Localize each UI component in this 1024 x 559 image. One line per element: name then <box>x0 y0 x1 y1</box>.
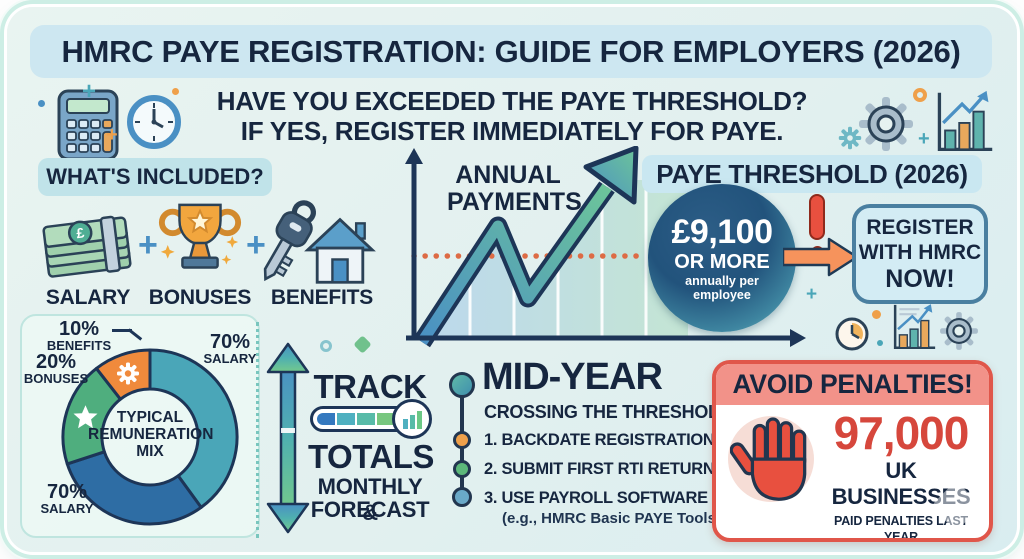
penalties-detail: PAID PENALTIES LAST YEAR <box>834 514 968 542</box>
subtitle-line2: IF YES, REGISTER IMMEDIATELY FOR PAYE. <box>240 116 784 146</box>
stop-hand-icon <box>730 417 807 501</box>
ring-decoration <box>913 88 927 102</box>
dot-decoration <box>877 340 883 346</box>
track-word: MONTHLY & <box>317 474 423 525</box>
plus-separator: + <box>138 226 158 264</box>
threshold-per-line2: employee <box>693 288 751 302</box>
plus-decoration: + <box>806 284 818 305</box>
key-icon <box>263 200 316 282</box>
dot-decoration <box>172 88 179 95</box>
included-item-label: SALARY <box>45 286 131 309</box>
house-icon <box>304 217 376 284</box>
timeline-node <box>449 372 475 398</box>
track-word: FORECAST <box>310 497 430 522</box>
subtitle: HAVE YOU EXCEEDED THE PAYE THRESHOLD? IF… <box>185 86 839 146</box>
bar-chart-icon <box>937 90 993 151</box>
midyear-note: (e.g., HMRC Basic PAYE Tools) <box>502 510 721 527</box>
small-bar-chart-icon <box>893 304 936 349</box>
subtitle-line1: HAVE YOU EXCEEDED THE PAYE THRESHOLD? <box>216 86 808 116</box>
plus-decoration: + <box>106 124 118 146</box>
ring-decoration <box>320 340 332 352</box>
mini-chart-badge <box>392 399 432 439</box>
plus-separator: + <box>246 226 266 264</box>
exclamation-icon <box>809 194 825 240</box>
callout-line <box>112 329 132 332</box>
timeline-node <box>452 487 472 507</box>
cta-line2: WITH HMRC <box>858 241 982 264</box>
penalties-box: AVOID PENALTIES! 97,000 UK BUSINESSES PA… <box>712 360 993 542</box>
threshold-per-line1: annually per <box>685 274 759 288</box>
cta-line1: REGISTER <box>866 216 974 239</box>
midyear-step: 2. SUBMIT FIRST RTI RETURN <box>484 460 715 478</box>
track-word: TRACK <box>313 368 427 405</box>
penalties-stat: 97,000 <box>833 407 970 459</box>
remuneration-donut-chart <box>61 348 239 526</box>
small-gear-icon <box>838 126 862 150</box>
donut-callout-bonuses: 20% BONUSES <box>23 351 89 386</box>
trend-arrowhead <box>583 146 639 205</box>
plus-decoration: + <box>82 78 97 105</box>
donut-callout-benefits: 10% BENEFITS <box>46 318 112 353</box>
threshold-qualifier: OR MORE <box>674 251 770 273</box>
trophy-icon <box>158 203 242 269</box>
up-down-arrow-icon <box>266 342 310 534</box>
page-title: HMRC PAYE REGISTRATION: GUIDE FOR EMPLOY… <box>30 25 992 78</box>
annual-payments-chart <box>405 146 806 348</box>
whats-included-heading: WHAT'S INCLUDED? <box>38 158 272 196</box>
pound-symbol: £ <box>75 224 85 241</box>
gear-icon <box>117 362 139 385</box>
threshold-amount-badge: £9,100 OR MORE annually per employee <box>648 184 796 332</box>
section-divider <box>256 322 259 538</box>
threshold-heading: PAYE THRESHOLD (2026) <box>642 155 982 193</box>
clock-icon <box>127 95 181 149</box>
midyear-subheading: CROSSING THE THRESHOLD <box>484 402 732 422</box>
timeline-node <box>453 431 471 449</box>
timeline-node <box>453 460 471 478</box>
included-item-label: BONUSES <box>148 286 252 309</box>
star-icon <box>73 405 98 429</box>
penalties-heading: AVOID PENALTIES! <box>716 364 989 405</box>
midyear-heading: MID-YEAR <box>482 356 663 398</box>
plus-decoration: + <box>918 128 930 150</box>
chart-label: ANNUAL PAYMENTS <box>447 161 582 216</box>
midyear-step: 1. BACKDATE REGISTRATION <box>484 431 715 449</box>
money-stack-icon: £ <box>42 215 132 278</box>
cta-line3: NOW! <box>885 265 955 293</box>
arrow-right-icon <box>783 237 859 277</box>
threshold-amount: £9,100 <box>671 213 774 251</box>
donut-callout-salary-top: 70% SALARY <box>203 331 257 366</box>
gear-icon <box>859 97 913 151</box>
dot-decoration <box>38 100 45 107</box>
midyear-step: 3. USE PAYROLL SOFTWARE <box>484 489 708 507</box>
register-cta: REGISTER WITH HMRC NOW! <box>852 204 988 304</box>
donut-center-label: TYPICAL REMUNERATION MIX <box>88 409 214 460</box>
calculator-icon <box>57 89 119 161</box>
small-gear-icon <box>940 312 978 350</box>
donut-callout-salary-bottom: 70% SALARY <box>40 481 94 516</box>
small-clock-icon <box>835 317 869 351</box>
dot-decoration <box>872 310 881 319</box>
track-word: TOTALS <box>308 438 434 475</box>
included-item-label: BENEFITS <box>270 286 374 309</box>
